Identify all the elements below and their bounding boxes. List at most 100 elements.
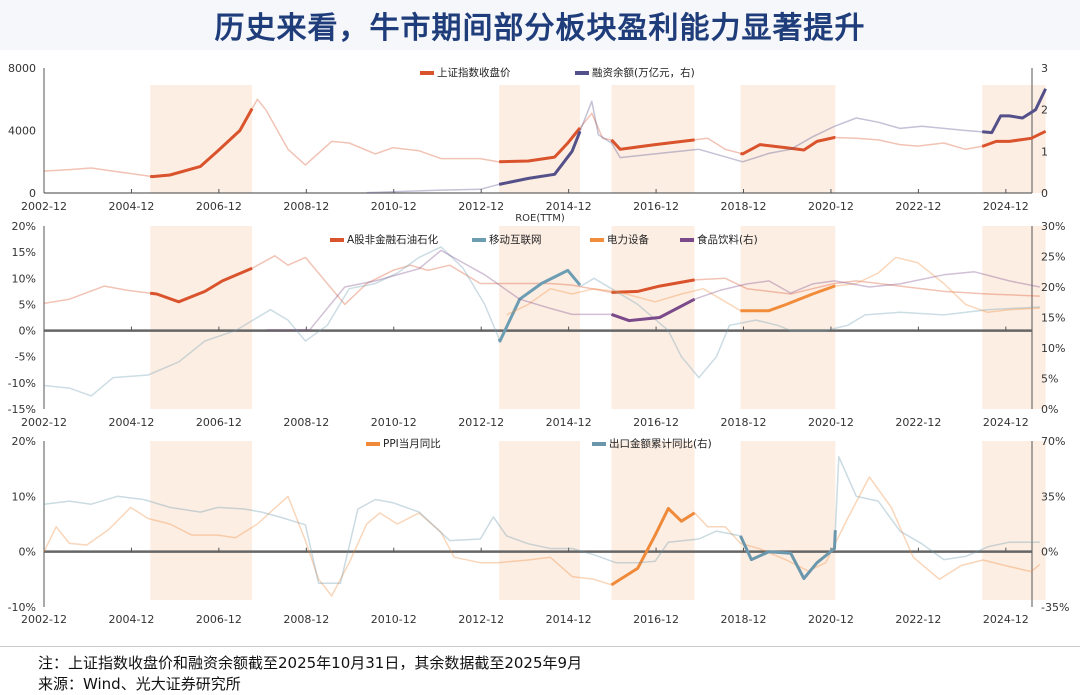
y-tick-label: -5%	[15, 351, 36, 364]
x-tick-label: 2018-12	[721, 613, 767, 626]
bull-market-band	[499, 441, 581, 600]
x-tick-label: 2018-12	[721, 200, 767, 213]
legend-swatch	[420, 71, 434, 75]
legend-swatch	[575, 71, 589, 75]
y-tick-label: -15%	[8, 403, 36, 416]
series-line-highlight	[981, 129, 1047, 148]
bull-market-band	[740, 85, 836, 193]
y2-tick-label: 20%	[1041, 281, 1065, 294]
series-line-highlight	[498, 130, 582, 186]
series-line-faded	[43, 476, 1041, 597]
divider	[0, 646, 1080, 647]
y-tick-label: 20%	[12, 435, 36, 448]
x-tick-label: 2016-12	[633, 416, 679, 429]
legend-label: 融资余额(万亿元，右)	[592, 66, 695, 79]
y-tick-label: 10%	[12, 272, 36, 285]
x-tick-label: 2006-12	[196, 613, 242, 626]
legend-swatch	[590, 238, 604, 242]
y-tick-label: 8000	[8, 62, 36, 75]
y-tick-label: 10%	[12, 490, 36, 503]
x-tick-label: 2002-12	[21, 416, 67, 429]
y2-tick-label: 15%	[1041, 312, 1065, 325]
x-tick-label: 2004-12	[108, 613, 154, 626]
legend-label: 出口金额累计同比(右)	[609, 437, 712, 450]
x-tick-label: 2004-12	[108, 416, 154, 429]
legend-label: PPI当月同比	[383, 437, 441, 450]
bull-market-band	[982, 226, 1046, 409]
bull-market-band	[982, 85, 1046, 193]
y2-tick-label: 25%	[1041, 251, 1065, 264]
y-tick-label: 0%	[19, 325, 36, 338]
x-tick-label: 2014-12	[546, 613, 592, 626]
x-tick-label: 2014-12	[546, 416, 592, 429]
x-tick-label: 2022-12	[895, 416, 941, 429]
x-tick-label: 2022-12	[895, 613, 941, 626]
x-tick-label: 2006-12	[196, 416, 242, 429]
series-line-faded	[43, 456, 1040, 585]
x-tick-label: 2018-12	[721, 416, 767, 429]
x-tick-label: 2020-12	[808, 200, 854, 213]
panel-1: 0 4000 8000 0 1 2 3 2002-12 2004-12 2006-12 2008-1…	[8, 62, 1048, 213]
x-tick-label: 2012-12	[458, 200, 504, 213]
legend-swatch	[472, 238, 486, 242]
legend-label: 上证指数收盘价	[437, 66, 511, 79]
series-line-highlight	[739, 530, 837, 580]
x-tick-label: 2024-12	[983, 416, 1029, 429]
series-line-highlight	[499, 126, 582, 164]
x-tick-label: 2010-12	[371, 200, 417, 213]
source-note: 来源：Wind、光大证券研究所	[38, 675, 241, 693]
x-tick-label: 2020-12	[808, 613, 854, 626]
x-tick-label: 2016-12	[633, 613, 679, 626]
bull-market-band	[150, 441, 253, 600]
series-line-highlight	[611, 278, 695, 294]
series-line-highlight	[610, 138, 695, 151]
y2-tick-label: 2	[1041, 104, 1048, 117]
y-tick-label: 0	[29, 187, 36, 200]
legend-swatch	[330, 238, 344, 242]
x-tick-label: 2012-12	[458, 416, 504, 429]
y2-tick-label: 3	[1041, 62, 1048, 75]
page-title: 历史来看，牛市期间部分板块盈利能力显著提升	[0, 0, 1080, 50]
footnote: 注：上证指数收盘价和融资余额截至2025年10月31日，其余数据截至2025年9…	[38, 654, 583, 672]
x-tick-label: 2002-12	[21, 200, 67, 213]
series-line-highlight	[497, 268, 582, 343]
y-tick-label: 15%	[12, 246, 36, 259]
chart-area: 0 4000 8000 0 1 2 3 2002-12 2004-12 2006-12 2008-1…	[8, 62, 1070, 626]
panel-title: ROE(TTM)	[515, 213, 565, 224]
x-tick-label: 2020-12	[808, 416, 854, 429]
y-tick-label: -10%	[8, 601, 36, 614]
y-tick-label: -10%	[8, 377, 36, 390]
y-tick-label: 20%	[12, 220, 36, 233]
x-tick-label: 2010-12	[371, 613, 417, 626]
series-line-highlight	[610, 297, 696, 323]
series-line-highlight	[149, 107, 254, 179]
x-tick-label: 2024-12	[983, 200, 1029, 213]
bull-market-band	[740, 226, 836, 409]
y2-tick-label: 70%	[1041, 435, 1065, 448]
x-tick-label: 2014-12	[546, 200, 592, 213]
y2-tick-label: 1	[1041, 145, 1048, 158]
x-tick-label: 2002-12	[21, 613, 67, 626]
x-tick-label: 2016-12	[633, 200, 679, 213]
series-line-highlight	[740, 136, 836, 156]
y2-tick-label: 35%	[1041, 490, 1065, 503]
legend-swatch	[592, 442, 606, 446]
x-tick-label: 2006-12	[196, 200, 242, 213]
y2-tick-label: -35%	[1041, 601, 1069, 614]
y-tick-label: 0%	[19, 546, 36, 559]
series-line-highlight	[610, 507, 696, 587]
series-line-highlight	[740, 284, 836, 313]
legend-swatch	[366, 442, 380, 446]
bull-market-band	[150, 226, 253, 409]
y2-tick-label: 5%	[1041, 373, 1058, 386]
bull-market-band	[740, 441, 836, 600]
panel-2: -15% -10% -5% 0% 5% 10% 15% 20% 0% 5% 10% 15% 20% 25%…	[8, 213, 1066, 429]
legend-label: 移动互联网	[489, 233, 542, 246]
x-tick-label: 2004-12	[108, 200, 154, 213]
y2-tick-label: 0%	[1041, 403, 1058, 416]
y-tick-label: 5%	[19, 298, 36, 311]
x-tick-label: 2008-12	[283, 613, 329, 626]
y2-tick-label: 0%	[1041, 546, 1058, 559]
x-tick-label: 2008-12	[283, 200, 329, 213]
y-tick-label: 4000	[8, 125, 36, 138]
